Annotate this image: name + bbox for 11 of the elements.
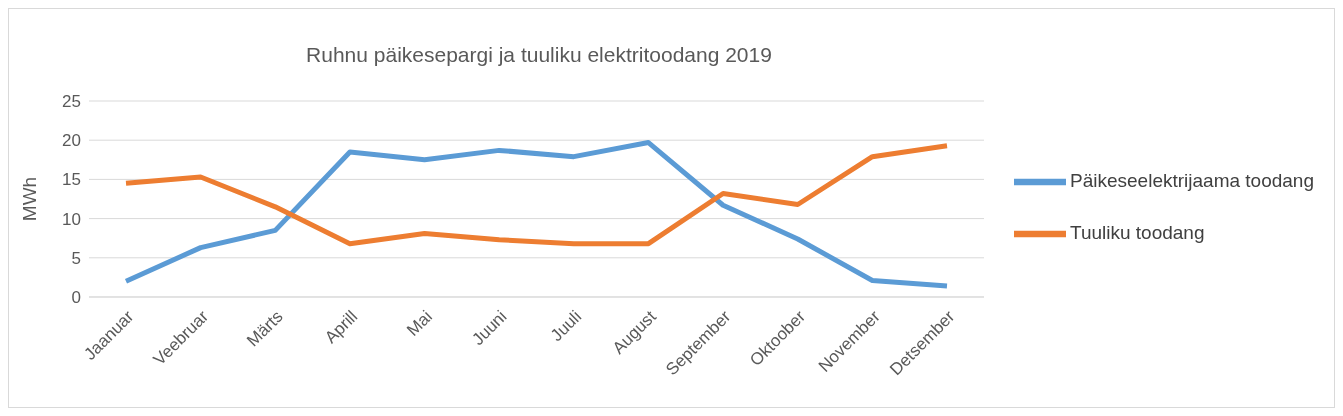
x-tick-label: Mai [403,306,436,340]
y-tick-label: 10 [62,209,81,229]
y-tick-label: 20 [62,131,81,151]
y-tick-label: 25 [62,92,81,112]
chart-title: Ruhnu päikesepargi ja tuuliku elektritoodang 2019 [305,43,773,67]
y-tick-label: 15 [62,170,81,190]
y-tick-label: 0 [71,288,81,308]
legend-label: Tuuliku toodang [1070,222,1205,244]
legend-label: Päikeseelektrijaama toodang [1070,170,1314,192]
y-axis-title: MWh [18,176,40,222]
y-tick-label: 5 [71,248,81,268]
